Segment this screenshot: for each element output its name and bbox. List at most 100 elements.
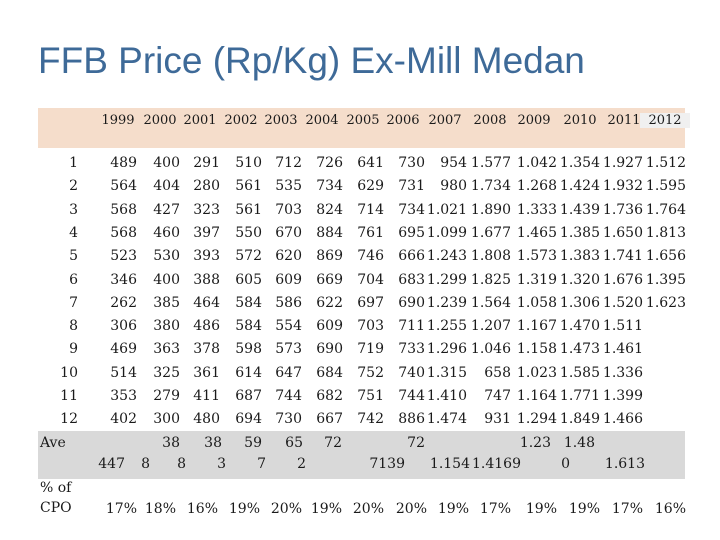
table-cell: 388: [193, 271, 220, 288]
table-cell: 1.354: [559, 155, 600, 171]
cpo-cell: 19%: [437, 501, 469, 517]
row-label: 1: [69, 155, 78, 171]
ave-band: [38, 431, 685, 479]
row-label: 8: [69, 318, 78, 335]
table-cell: 1.573: [516, 248, 557, 265]
cpo-cell: 18%: [144, 501, 176, 517]
table-cell: 670: [275, 224, 302, 241]
table-cell: 561: [235, 201, 262, 218]
table-cell: 380: [153, 318, 180, 335]
year-header-2000: 2000: [143, 113, 177, 128]
table-cell: 690: [316, 341, 343, 358]
table-cell: 1.650: [602, 224, 643, 241]
table-cell: 1.306: [559, 294, 600, 311]
table-cell: 1.473: [559, 341, 600, 358]
table-cell: 397: [193, 224, 220, 241]
table-cell: 714: [357, 201, 384, 218]
year-header-2002: 2002: [224, 113, 258, 128]
table-cell: 690: [398, 294, 425, 311]
table-cell: 1.207: [470, 318, 511, 335]
table-cell: 564: [110, 178, 137, 195]
table-cell: 609: [275, 271, 302, 288]
table-cell: 1.023: [516, 364, 557, 381]
table-cell: 378: [193, 341, 220, 358]
table-cell: 1.424: [559, 178, 600, 195]
table-cell: 550: [235, 224, 262, 241]
table-cell: 561: [235, 178, 262, 195]
table-cell: 1.656: [645, 248, 686, 265]
cpo-cell: 16%: [186, 501, 218, 517]
table-cell: 402: [110, 411, 137, 428]
table-cell: 744: [398, 388, 425, 404]
table-cell: 514: [110, 364, 137, 381]
table-cell: 614: [235, 364, 262, 381]
year-header-2009: 2009: [517, 113, 551, 128]
table-cell: 1.021: [426, 201, 467, 218]
table-cell: 598: [235, 341, 262, 358]
ave-cell: 447: [98, 455, 125, 472]
year-header-2011: 2011: [607, 113, 641, 128]
table-cell: 726: [316, 155, 343, 171]
year-header-2003: 2003: [264, 113, 298, 128]
table-cell: 1.319: [516, 271, 557, 288]
table-cell: 1.296: [426, 341, 467, 358]
cpo-label: % of: [40, 480, 72, 496]
table-cell: 586: [275, 294, 302, 311]
ave-cell: 8: [177, 455, 186, 472]
ave-cell: 1.23: [519, 434, 551, 451]
year-header-2007: 2007: [428, 113, 462, 128]
table-cell: 869: [316, 248, 343, 265]
table-cell: 1.333: [516, 201, 557, 218]
header-band: [38, 108, 685, 130]
table-cell: 361: [193, 364, 220, 381]
table-cell: 682: [316, 388, 343, 404]
ave-cell: 1.154: [429, 455, 470, 472]
table-cell: 1.736: [602, 201, 643, 218]
table-cell: 1.595: [645, 178, 686, 195]
ave-cell: 38: [162, 434, 180, 451]
table-cell: 704: [357, 271, 384, 288]
table-cell: 1.336: [602, 364, 643, 381]
table-cell: 530: [153, 248, 180, 265]
table-cell: 1.849: [559, 411, 600, 428]
ave-cell: 3: [217, 455, 226, 472]
table-cell: 1.890: [470, 201, 511, 218]
table-cell: 400: [153, 271, 180, 288]
table-cell: 1.764: [645, 201, 686, 218]
table-cell: 1.771: [559, 388, 600, 404]
table-cell: 1.461: [602, 341, 643, 358]
table-cell: 1.520: [602, 294, 643, 311]
table-cell: 931: [484, 411, 511, 428]
table-cell: 1.239: [426, 294, 467, 311]
table-cell: 1.299: [426, 271, 467, 288]
table-cell: 568: [110, 224, 137, 241]
table-cell: 683: [398, 271, 425, 288]
ave-cell: 38: [204, 434, 222, 451]
table-cell: 1.741: [602, 248, 643, 265]
table-cell: 1.511: [602, 318, 643, 335]
table-cell: 1.255: [426, 318, 467, 335]
table-cell: 554: [275, 318, 302, 335]
table-cell: 629: [357, 178, 384, 195]
table-cell: 480: [193, 411, 220, 428]
table-cell: 1.158: [516, 341, 557, 358]
table-cell: 1.466: [602, 411, 643, 428]
cpo-cell: 17%: [479, 501, 511, 517]
table-cell: 719: [357, 341, 384, 358]
table-cell: 687: [235, 388, 262, 404]
table-cell: 1.825: [470, 271, 511, 288]
table-cell: 746: [357, 248, 384, 265]
table-cell: 1.042: [516, 155, 557, 171]
table-cell: 740: [398, 364, 425, 381]
year-header-1999: 1999: [101, 113, 135, 128]
cpo-cell: 16%: [654, 501, 686, 517]
table-cell: 980: [440, 178, 467, 195]
cpo-cell: 17%: [611, 501, 643, 517]
table-cell: 1.927: [602, 155, 643, 171]
row-label: 7: [69, 294, 78, 311]
table-cell: 404: [153, 178, 180, 195]
table-cell: 464: [193, 294, 220, 311]
row-label: 12: [60, 411, 78, 428]
table-cell: 279: [153, 388, 180, 404]
table-cell: 510: [235, 155, 262, 171]
